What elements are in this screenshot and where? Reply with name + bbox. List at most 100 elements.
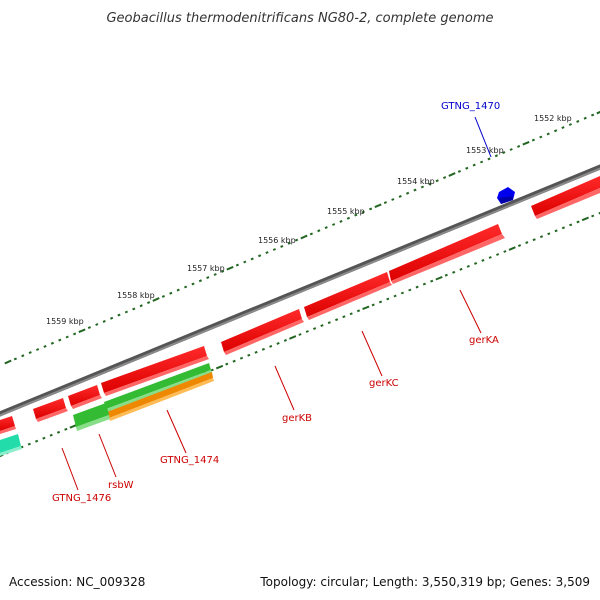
inner-tick-72 bbox=[525, 241, 529, 245]
feature-gtng-1470[interactable] bbox=[497, 187, 515, 204]
inner-tick-42 bbox=[305, 330, 309, 333]
outer-tick-64 bbox=[480, 160, 484, 164]
feature-left-edge[interactable] bbox=[0, 416, 16, 434]
outer-tick-61 bbox=[457, 169, 461, 173]
outer-tick-22 bbox=[169, 291, 173, 295]
outer-tick-60 bbox=[448, 172, 456, 177]
inner-tick-49 bbox=[356, 309, 361, 313]
outer-tick-32 bbox=[243, 260, 247, 264]
outer-tick-38 bbox=[287, 241, 291, 245]
outer-tick-42 bbox=[317, 229, 321, 233]
inner-tick-56 bbox=[408, 288, 412, 292]
inner-tick-39 bbox=[283, 338, 287, 342]
inner-tick-67 bbox=[488, 256, 492, 259]
inner-tick-46 bbox=[335, 318, 339, 322]
outer-tick-15 bbox=[117, 313, 121, 317]
inner-tick-45 bbox=[327, 321, 331, 325]
inner-tick-43 bbox=[313, 327, 317, 331]
outer-tick-5 bbox=[43, 344, 47, 348]
outer-tick-57 bbox=[428, 182, 432, 186]
inner-tick-61 bbox=[444, 273, 448, 277]
outer-tick-65 bbox=[487, 157, 491, 161]
outer-tick-50 bbox=[374, 203, 382, 209]
outer-tick-4 bbox=[36, 348, 40, 351]
inner-tick-60 bbox=[435, 275, 443, 281]
feature-gerkc[interactable] bbox=[304, 272, 392, 320]
inner-tick-62 bbox=[452, 270, 456, 274]
outer-tick-16 bbox=[124, 310, 128, 314]
outer-tick-13 bbox=[102, 319, 106, 323]
outer-tick-47 bbox=[354, 213, 358, 217]
label-rsbw[interactable]: rsbW bbox=[108, 480, 134, 491]
outer-tick-52 bbox=[391, 198, 395, 201]
outer-tick-67 bbox=[502, 151, 506, 155]
outer-tick-63 bbox=[472, 163, 476, 167]
map-title: Geobacillus thermodenitrificans NG80-2, … bbox=[106, 11, 493, 26]
outer-tick-71 bbox=[531, 138, 535, 142]
inner-tick-53 bbox=[386, 297, 390, 301]
outer-tick-26 bbox=[198, 279, 203, 283]
inner-tick-68 bbox=[496, 253, 500, 256]
orange-band[interactable] bbox=[107, 372, 214, 421]
inner-tick-73 bbox=[532, 238, 536, 242]
inner-tick-30 bbox=[215, 364, 224, 370]
inner-tick-82 bbox=[598, 211, 600, 215]
inner-tick-10 bbox=[69, 424, 77, 429]
feature-gerkb[interactable] bbox=[221, 309, 304, 355]
outer-tick-37 bbox=[280, 244, 284, 248]
inner-tick-78 bbox=[569, 223, 573, 227]
label-gerka[interactable]: gerKA bbox=[469, 335, 499, 346]
outer-tick-73 bbox=[546, 132, 550, 136]
inner-tick-31 bbox=[225, 362, 229, 366]
inner-tick-8 bbox=[56, 430, 61, 434]
feature-gtng-1476[interactable] bbox=[33, 398, 68, 422]
outer-tick-8 bbox=[65, 335, 69, 339]
inner-tick-52 bbox=[378, 300, 383, 304]
outer-tick-66 bbox=[494, 154, 499, 158]
outer-tick-23 bbox=[176, 288, 180, 292]
outer-tick-45 bbox=[339, 219, 343, 223]
outer-tick-46 bbox=[346, 216, 351, 220]
gene-labels: GTNG_1470 gerKA gerKC gerKB GTNG_1474 rs… bbox=[52, 101, 500, 504]
green-band-short[interactable] bbox=[73, 403, 110, 431]
outer-tick-76 bbox=[568, 123, 572, 126]
inner-tick-66 bbox=[481, 258, 485, 262]
feature-rsbw[interactable] bbox=[68, 385, 102, 409]
teal-band[interactable] bbox=[0, 434, 22, 456]
inner-tick-44 bbox=[320, 324, 324, 328]
inner-tick-35 bbox=[254, 350, 258, 354]
outer-tick-77 bbox=[576, 119, 580, 123]
inner-tick-81 bbox=[591, 214, 595, 218]
label-gerkb[interactable]: gerKB bbox=[282, 413, 312, 424]
outer-tick-17 bbox=[132, 307, 136, 311]
inner-tick-71 bbox=[517, 244, 522, 248]
outer-tick-51 bbox=[383, 201, 387, 205]
outer-tick-44 bbox=[332, 223, 336, 226]
outer-tick-19 bbox=[147, 301, 151, 305]
outer-tick-2 bbox=[21, 354, 25, 358]
outer-tick-9 bbox=[73, 332, 77, 336]
outer-tick-69 bbox=[517, 144, 521, 148]
inner-tick-48 bbox=[349, 312, 353, 316]
label-gtng-1470[interactable]: GTNG_1470 bbox=[441, 101, 500, 112]
inner-tick-58 bbox=[422, 282, 426, 286]
feature-gtng-1474[interactable] bbox=[101, 346, 209, 396]
inner-tick-69 bbox=[503, 250, 507, 253]
inner-tick-57 bbox=[415, 285, 419, 289]
inner-tick-75 bbox=[547, 232, 551, 236]
label-gerkc[interactable]: gerKC bbox=[369, 378, 399, 389]
outer-tick-80 bbox=[596, 110, 600, 115]
green-band-long[interactable] bbox=[104, 363, 212, 412]
feature-gerka[interactable] bbox=[389, 224, 505, 284]
inner-tick-51 bbox=[371, 303, 375, 307]
outer-tick-55 bbox=[413, 188, 417, 192]
outer-tick-24 bbox=[184, 285, 188, 289]
feature-gerka-right[interactable] bbox=[531, 176, 600, 219]
outer-tick-25 bbox=[191, 282, 195, 286]
inner-tick-54 bbox=[393, 294, 397, 298]
outer-tick-18 bbox=[139, 304, 143, 308]
label-gtng-1476[interactable]: GTNG_1476 bbox=[52, 493, 111, 504]
outer-tick-35 bbox=[265, 251, 269, 255]
label-gtng-1474[interactable]: GTNG_1474 bbox=[160, 455, 219, 466]
